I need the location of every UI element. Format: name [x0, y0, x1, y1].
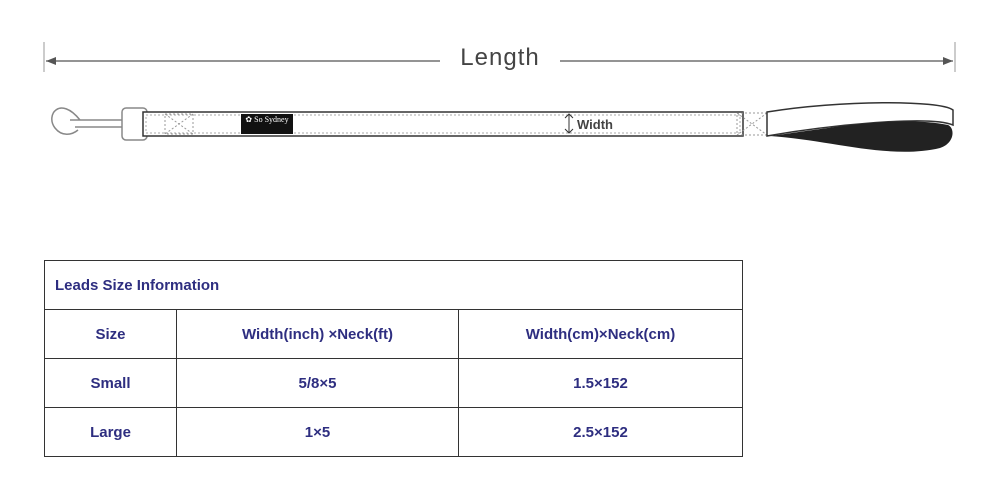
cell-inch: 1×5	[176, 407, 459, 457]
header-size: Size	[44, 309, 177, 359]
table-row: Large 1×5 2.5×152	[44, 407, 743, 457]
clasp-icon	[51, 107, 148, 141]
table-title: Leads Size Information	[44, 260, 743, 310]
cell-cm: 2.5×152	[458, 407, 743, 457]
width-arrow-icon	[564, 113, 574, 134]
table-header-row: Size Width(inch) ×Neck(ft) Width(cm)×Nec…	[44, 309, 743, 359]
cell-inch: 5/8×5	[176, 358, 459, 408]
length-label: Length	[440, 44, 560, 72]
header-cm: Width(cm)×Neck(cm)	[458, 309, 743, 359]
cell-size: Large	[44, 407, 177, 457]
size-table: Leads Size Information Size Width(inch) …	[44, 260, 743, 457]
header-inch: Width(inch) ×Neck(ft)	[176, 309, 459, 359]
table-row: Small 5/8×5 1.5×152	[44, 358, 743, 408]
leash-diagram	[43, 42, 956, 152]
cell-cm: 1.5×152	[458, 358, 743, 408]
leash-strap	[142, 111, 744, 137]
stitch-box-left	[164, 113, 194, 135]
width-label: Width	[577, 117, 613, 132]
brand-logo: ✿ So Sydney	[241, 114, 293, 134]
handle-loop-top	[766, 102, 954, 137]
cell-size: Small	[44, 358, 177, 408]
handle-loop-bottom	[770, 121, 953, 152]
